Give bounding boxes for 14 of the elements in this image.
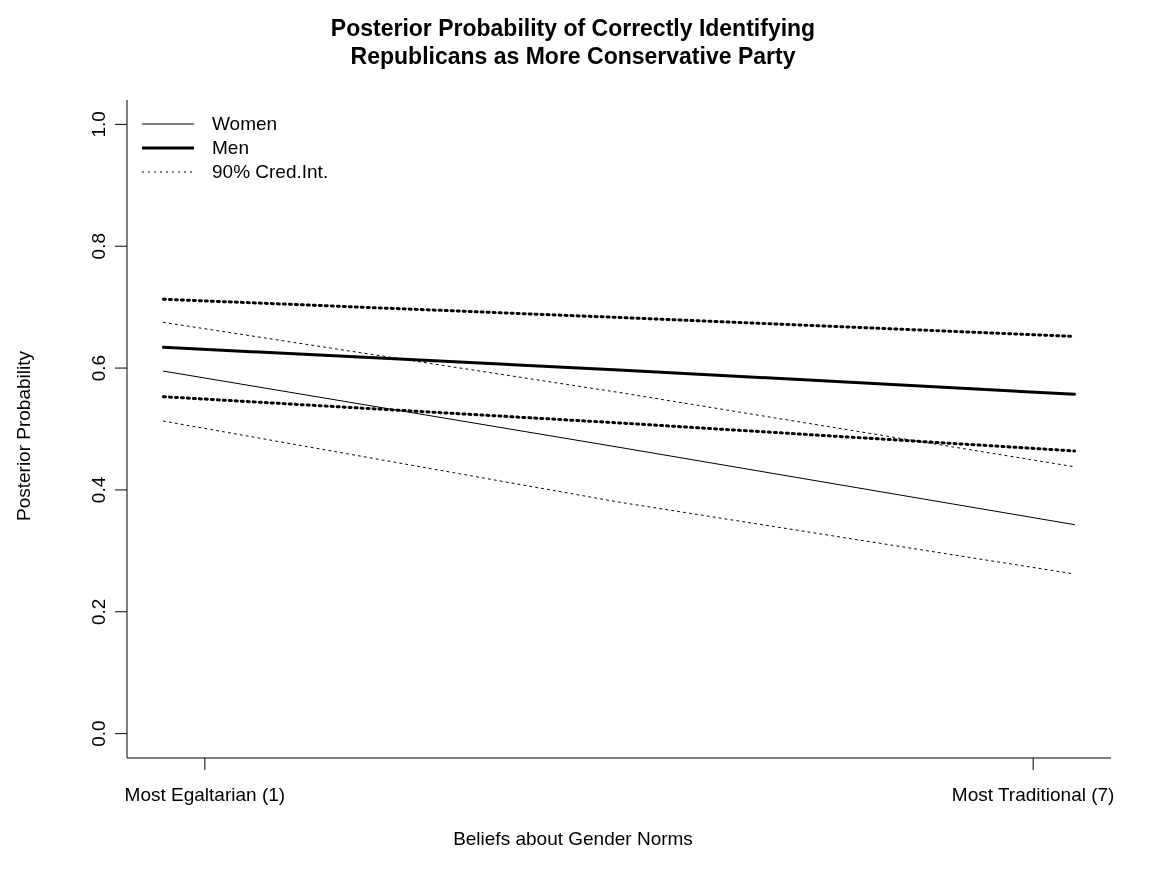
y-tick-label: 1.0 [88,111,109,138]
x-tick-label: Most Traditional (7) [951,784,1115,806]
y-tick-label: 0.4 [88,476,109,504]
y-axis-title: Posterior Probability [13,350,35,522]
y-tick-label: 0.6 [88,354,109,382]
y-tick-label: 0.8 [88,233,109,260]
chart-title: Posterior Probability of Correctly Identifying Republicans as More Conservative Party [329,14,817,70]
legend-label: Women [212,113,278,135]
x-tick-label: Most Egaltarian (1) [124,784,286,806]
legend-label: 90% Cred.Int. [212,161,329,183]
y-tick-label: 0.0 [88,720,109,747]
legend-label: Men [212,137,249,159]
x-axis-title: Beliefs about Gender Norms [452,828,694,850]
y-tick-label: 0.2 [88,598,109,625]
